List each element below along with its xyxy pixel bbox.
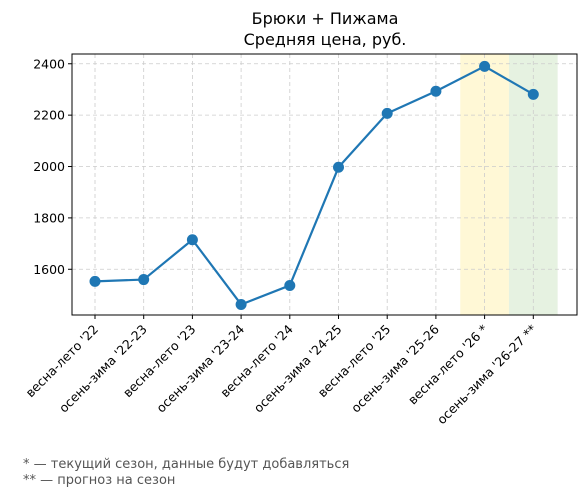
data-point <box>479 60 491 72</box>
x-tick-label: осень-зима '23-24 <box>153 321 247 415</box>
series-layer <box>89 60 539 310</box>
chart-subtitle: Средняя цена, руб. <box>244 30 407 49</box>
y-tick-label: 2000 <box>33 159 65 174</box>
y-tick-label: 2400 <box>33 56 65 71</box>
x-tick-label: осень-зима '24-25 <box>251 322 345 416</box>
y-axis: 1600 1800 2000 2200 2400 <box>33 56 72 277</box>
y-tick-label: 2200 <box>33 108 65 123</box>
data-point <box>430 85 442 97</box>
x-tick-label: осень-зима '22-23 <box>56 322 150 416</box>
data-point <box>235 298 247 310</box>
series-line <box>94 65 534 306</box>
data-point <box>381 107 393 119</box>
footnote-forecast: ** — прогноз на сезон <box>23 473 176 488</box>
plot-frame <box>71 53 578 316</box>
x-tick-label: осень-зима '26-27 ** <box>434 322 540 428</box>
data-point <box>89 275 101 287</box>
x-tick-label: осень-зима '25-26 <box>348 321 442 415</box>
data-point <box>527 88 539 100</box>
y-tick-label: 1600 <box>33 262 65 277</box>
data-point <box>333 161 344 173</box>
footnote-current-season: * — текущий сезон, данные будут добавлят… <box>23 457 350 472</box>
data-point <box>138 274 150 286</box>
highlight-bands <box>460 54 558 315</box>
data-point <box>284 279 296 291</box>
grid-lines <box>72 54 577 315</box>
highlight-band-0 <box>460 54 509 315</box>
chart-title: Брюки + Пижама <box>252 9 399 28</box>
data-point <box>186 234 198 246</box>
y-tick-label: 1800 <box>33 210 65 225</box>
